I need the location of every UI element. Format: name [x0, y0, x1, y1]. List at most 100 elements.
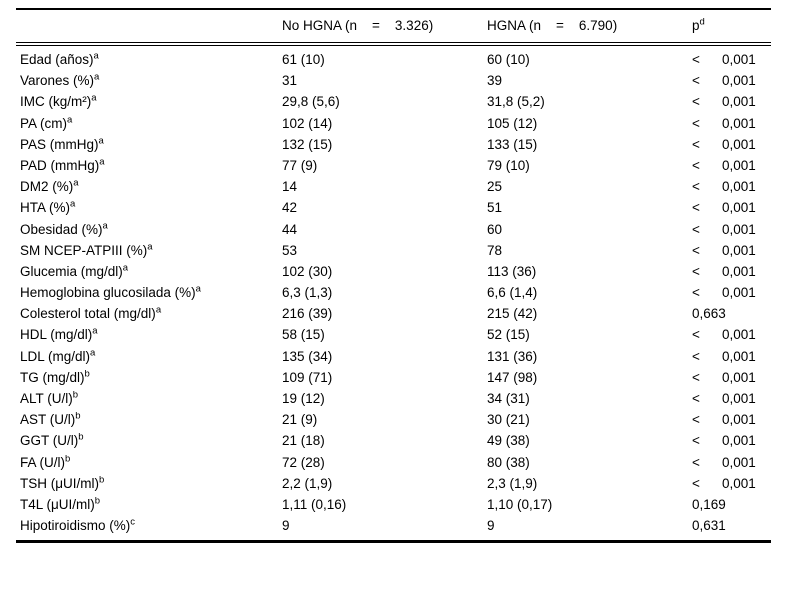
table-row: GGT (U/l)b 21 (18) 49 (38) <0,001	[16, 430, 771, 451]
cell-p-value: 0,663	[692, 306, 726, 322]
cell-value: 109 (71)	[282, 369, 333, 385]
p-number: 0,001	[722, 433, 756, 449]
row-label: Edad (años)a	[20, 50, 99, 67]
cell-p-value: <0,001	[692, 218, 771, 239]
row-label: PAD (mmHg)a	[20, 156, 105, 173]
row-label: IMC (kg/m²)a	[20, 92, 97, 110]
row-label: Obesidad (%)a	[20, 220, 108, 237]
footnote-marker: b	[99, 474, 105, 486]
cell-value: 131 (36)	[487, 348, 538, 364]
cell-value: 113 (36)	[487, 263, 537, 279]
cell-value: 78	[487, 242, 503, 258]
cell-value: 60	[487, 221, 503, 237]
less-than-sign: <	[692, 157, 700, 173]
footnote-marker: b	[75, 410, 81, 422]
footnote-marker: a	[99, 156, 105, 168]
row-label: AST (U/l)b	[20, 410, 81, 428]
table-head-row: No HGNA (n = 3.326) HGNA (n = 6.790) pd	[16, 9, 771, 46]
cell-value: 52 (15)	[487, 327, 530, 343]
table-row: Hemoglobina glucosilada (%)a 6,3 (1,3) 6,6…	[16, 282, 771, 303]
cell-value: 58 (15)	[282, 327, 325, 343]
table-row: TG (mg/dl)b 109 (71) 147 (98) <0,001	[16, 367, 771, 388]
p-number: 0,001	[722, 94, 756, 110]
cell-value: 72 (28)	[282, 454, 325, 470]
row-label: DM2 (%)a	[20, 177, 79, 195]
table-head: No HGNA (n = 3.326) HGNA (n = 6.790) pd	[16, 9, 771, 46]
cell-value: 30 (21)	[487, 412, 530, 428]
footnote-marker: a	[122, 262, 129, 274]
table-row: Hipotiroidismo (%)c 9 9 0,631	[16, 515, 771, 542]
less-than-sign: <	[692, 263, 700, 279]
footnote-marker: b	[84, 368, 90, 380]
row-label: Hipotiroidismo (%)c	[20, 516, 136, 534]
cell-p-value: <0,001	[692, 430, 771, 451]
table-container: No HGNA (n = 3.326) HGNA (n = 6.790) pd Edad…	[16, 8, 771, 544]
header-empty	[16, 9, 282, 46]
footnote-marker: a	[73, 177, 79, 189]
cell-p-value: <0,001	[692, 197, 771, 218]
cell-p-value: <0,001	[692, 282, 771, 303]
cell-value: 53	[282, 242, 298, 258]
p-number: 0,001	[722, 475, 756, 491]
less-than-sign: <	[692, 433, 700, 449]
cell-value: 1,11 (0,16)	[282, 496, 347, 512]
cell-p-value: 0,169	[692, 496, 726, 512]
table-row: TSH (μUI/ml)b 2,2 (1,9) 2,3 (1,9) <0,001	[16, 473, 771, 494]
header-hgna-n: 6.790)	[578, 18, 618, 33]
footnote-marker: a	[93, 50, 99, 62]
cell-value: 6,6 (1,4)	[487, 285, 538, 301]
p-number: 0,001	[722, 263, 756, 279]
less-than-sign: <	[692, 391, 700, 406]
p-number: 0,001	[722, 52, 756, 67]
cell-p-value: <0,001	[692, 44, 771, 70]
header-hgna: HGNA (n = 6.790)	[487, 9, 692, 46]
cell-value: 105 (12)	[487, 115, 538, 131]
p-number: 0,001	[722, 285, 756, 301]
less-than-sign: <	[692, 136, 700, 152]
row-label: FA (U/l)b	[20, 453, 71, 470]
row-label: LDL (mg/dl)a	[20, 347, 96, 364]
header-p-superscript: d	[699, 16, 705, 28]
cell-value: 2,3 (1,9)	[487, 475, 538, 491]
less-than-sign: <	[692, 369, 700, 385]
less-than-sign: <	[692, 73, 700, 89]
cell-p-value: <0,001	[692, 91, 771, 112]
p-number: 0,001	[722, 136, 756, 152]
equals-sign: =	[372, 18, 380, 33]
p-number: 0,001	[722, 200, 756, 216]
cell-p-value: <0,001	[692, 155, 771, 176]
header-p-label: p	[692, 18, 700, 33]
row-label: Varones (%)a	[20, 71, 100, 89]
cell-value: 14	[282, 179, 298, 195]
row-label: PAS (mmHg)a	[20, 135, 104, 152]
less-than-sign: <	[692, 412, 700, 428]
cell-value: 215 (42)	[487, 306, 538, 322]
footnote-marker: b	[65, 453, 71, 465]
footnote-marker: a	[90, 347, 96, 359]
cell-p-value: <0,001	[692, 240, 771, 261]
cell-value: 216 (39)	[282, 306, 333, 322]
table-row: FA (U/l)b 72 (28) 80 (38) <0,001	[16, 451, 771, 472]
cell-value: 19 (12)	[282, 391, 325, 406]
less-than-sign: <	[692, 454, 700, 470]
row-label: TSH (μUI/ml)b	[20, 474, 105, 491]
cell-p-value: <0,001	[692, 346, 771, 367]
cell-value: 49 (38)	[487, 433, 530, 449]
table-row: DM2 (%)a 14 25 <0,001	[16, 176, 771, 197]
less-than-sign: <	[692, 94, 700, 110]
cell-value: 21 (18)	[282, 433, 325, 449]
footnote-marker: b	[94, 495, 101, 507]
row-label: Colesterol total (mg/dl)a	[20, 304, 162, 322]
cell-value: 9	[487, 518, 495, 534]
header-p: pd	[692, 9, 771, 46]
header-hgna-name: HGNA (n	[487, 18, 542, 33]
less-than-sign: <	[692, 242, 700, 258]
header-no-hgna-name: No HGNA (n	[282, 18, 358, 33]
footnote-marker: a	[147, 241, 153, 253]
table-row: PAS (mmHg)a 132 (15) 133 (15) <0,001	[16, 134, 771, 155]
footnote-marker: a	[67, 114, 73, 126]
cell-value: 6,3 (1,3)	[282, 285, 333, 301]
row-label: TG (mg/dl)b	[20, 368, 90, 385]
cell-value: 31,8 (5,2)	[487, 94, 545, 110]
cell-p-value: <0,001	[692, 324, 771, 345]
